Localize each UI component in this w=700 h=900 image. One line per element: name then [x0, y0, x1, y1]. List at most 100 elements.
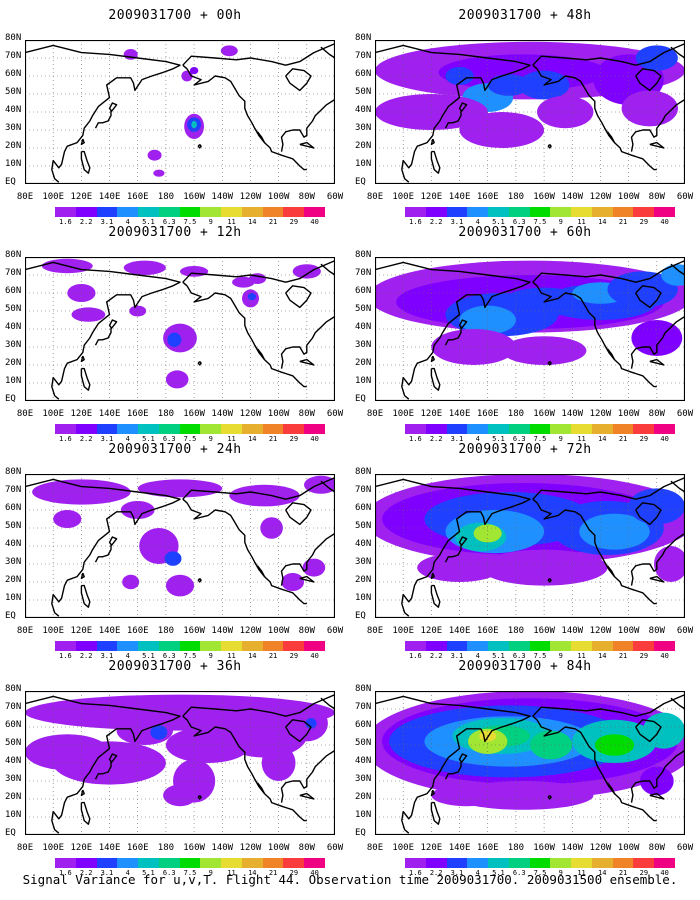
longitude-tick-label: 160E — [476, 843, 499, 853]
colorbar-swatch — [241, 424, 263, 434]
latitude-tick-label: 30N — [5, 123, 22, 133]
colorbar-label: 21 — [268, 435, 278, 443]
latitude-tick-label: 70N — [5, 51, 22, 61]
coastline — [182, 64, 307, 171]
longitude-tick-label: 160E — [476, 409, 499, 419]
longitude-tick-label: 180 — [157, 192, 175, 202]
latitude-tick-label: 20N — [355, 141, 372, 151]
colorbar-label: 14 — [248, 652, 257, 660]
latitude-tick-label: 10N — [5, 810, 22, 820]
coastline — [182, 693, 335, 717]
coastline — [80, 138, 85, 146]
longitude-tick-label: 140W — [211, 843, 234, 853]
colorbar-swatch — [117, 858, 139, 868]
colorbar-label: 7.5 — [183, 869, 197, 877]
coastline — [670, 480, 685, 493]
colorbar-swatch — [75, 858, 97, 868]
colorbar-swatch — [304, 858, 325, 868]
colorbar-label: 14 — [248, 435, 257, 443]
coastline — [254, 127, 266, 144]
colorbar-label: 3.1 — [450, 218, 464, 226]
latitude-tick-label: 60N — [5, 720, 22, 730]
colorbar-label: 9 — [208, 869, 213, 877]
latitude-tick-label: EQ — [355, 828, 366, 838]
colorbar-label: 6.3 — [512, 652, 526, 660]
colorbar-label: 7.5 — [533, 869, 547, 877]
longitude-tick-label: 80E — [366, 626, 384, 636]
colorbar-swatch — [467, 858, 489, 868]
variance-contour — [594, 734, 635, 756]
colorbar-label: 4 — [125, 869, 130, 877]
colorbar-label: 9 — [558, 218, 563, 226]
colorbar-label: 7.5 — [183, 652, 197, 660]
longitude-tick-label: 80W — [298, 843, 315, 853]
latitude-tick-label: 70N — [5, 702, 22, 712]
map-panel: 2009031700 + 00h 80N 70N 60N 50N 40N 30N 20N 10… — [5, 8, 345, 226]
colorbar-swatch — [262, 424, 284, 434]
coastline — [670, 263, 685, 276]
colorbar-label: 11 — [577, 652, 586, 660]
longitude-tick-label: 180 — [157, 626, 175, 636]
latitude-tick-label: 50N — [5, 738, 22, 748]
colorbar-swatch — [55, 641, 76, 651]
colorbar-label: 40 — [660, 435, 669, 443]
variance-contour — [431, 784, 502, 807]
coastline — [649, 141, 665, 149]
coastline — [547, 143, 552, 149]
map-plot — [25, 691, 335, 835]
longitude-tick-label: 60W — [326, 192, 344, 202]
coastline — [604, 778, 616, 795]
colorbar-swatch — [200, 858, 222, 868]
map-plot — [25, 40, 335, 184]
longitude-tick-label: 80W — [648, 843, 665, 853]
colorbar-label: 5.1 — [492, 435, 505, 443]
colorbar-swatch — [467, 207, 489, 217]
longitude-tick-label: 120E — [420, 409, 443, 419]
latitude-tick-label: 20N — [355, 792, 372, 802]
longitude-tick-label: 120E — [420, 192, 443, 202]
coastline — [635, 285, 662, 309]
coastline — [254, 778, 266, 795]
colorbar-label: 11 — [227, 652, 236, 660]
colorbar-label: 9 — [208, 435, 213, 443]
colorbar: 1.6 2.2 3.1 4 5.1 6.3 7.5 9 11 14 21 29 40 — [405, 424, 675, 443]
colorbar-label: 5.1 — [142, 652, 155, 660]
colorbar-swatch — [425, 424, 447, 434]
coastline — [320, 697, 335, 710]
coastline — [375, 478, 531, 617]
colorbar-swatch — [55, 207, 76, 217]
latitude-tick-label: 60N — [355, 720, 372, 730]
variance-contour — [501, 336, 587, 365]
coastline — [80, 150, 91, 174]
longitude-tick-label: 160W — [533, 843, 555, 853]
variance-contour — [260, 517, 283, 539]
longitude-tick-label: 160W — [183, 626, 205, 636]
colorbar-label: 14 — [598, 652, 607, 660]
colorbar: 1.6 2.2 3.1 4 5.1 6.3 7.5 9 11 14 21 29 40 — [405, 858, 675, 877]
coastline — [532, 281, 657, 388]
colorbar-swatch — [467, 424, 489, 434]
colorbar-swatch — [221, 641, 242, 651]
coastline — [285, 285, 312, 309]
variance-contour — [281, 573, 305, 591]
longitude-tick-label: 80W — [648, 409, 665, 419]
colorbar-swatch — [571, 207, 592, 217]
latitude-tick-label: 10N — [355, 593, 372, 603]
colorbar-swatch — [75, 641, 97, 651]
colorbar-label: 11 — [227, 435, 236, 443]
latitude-tick-label: 50N — [5, 87, 22, 97]
coastline — [254, 561, 266, 578]
colorbar-swatch — [75, 207, 97, 217]
colorbar-label: 11 — [577, 435, 586, 443]
longitude-tick-label: 80E — [16, 409, 34, 419]
latitude-tick-label: 50N — [5, 304, 22, 314]
coastline — [94, 319, 118, 346]
longitude-tick-label: 120E — [70, 626, 93, 636]
variance-contour — [417, 553, 502, 582]
colorbar-label: 21 — [618, 869, 628, 877]
colorbar-swatch — [138, 641, 159, 651]
latitude-tick-label: 20N — [5, 575, 22, 585]
coastline — [25, 261, 181, 400]
colorbar-swatch — [591, 641, 613, 651]
variance-contour — [137, 479, 223, 498]
